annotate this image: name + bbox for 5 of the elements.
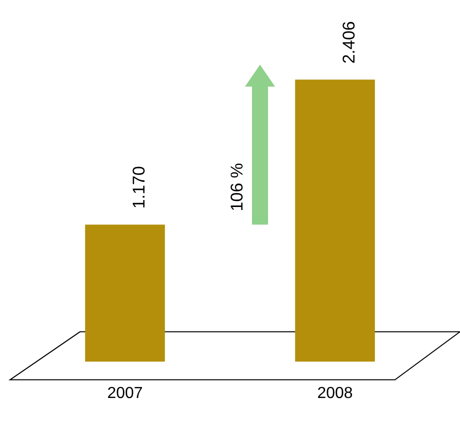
- x-tick-label: 2008: [317, 384, 353, 402]
- data-label: 2.406: [340, 21, 359, 64]
- annotation: 106 %: [228, 163, 247, 212]
- data-label: 1.170: [130, 166, 149, 209]
- x-tick-label: 2007: [107, 384, 143, 402]
